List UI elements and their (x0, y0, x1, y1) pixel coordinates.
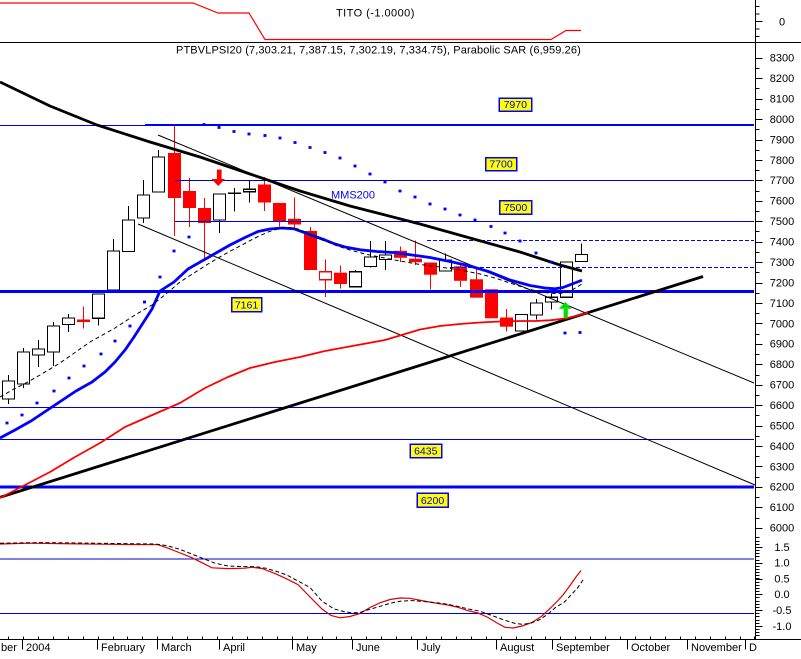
svg-text:2004: 2004 (26, 642, 50, 654)
svg-text:7900: 7900 (770, 134, 794, 146)
svg-text:6600: 6600 (770, 400, 794, 412)
svg-text:0.0: 0.0 (774, 589, 789, 601)
svg-text:6500: 6500 (770, 420, 794, 432)
svg-text:6400: 6400 (770, 441, 794, 453)
svg-text:6900: 6900 (770, 339, 794, 351)
svg-text:0.5: 0.5 (774, 573, 789, 585)
svg-text:7800: 7800 (770, 155, 794, 167)
svg-text:7970: 7970 (504, 99, 528, 111)
svg-text:D: D (749, 642, 757, 654)
svg-text:July: July (421, 642, 441, 654)
svg-text:ber: ber (1, 642, 17, 654)
svg-text:7300: 7300 (770, 257, 794, 269)
svg-text:October: October (631, 642, 670, 654)
svg-text:6200: 6200 (770, 482, 794, 494)
svg-text:7200: 7200 (770, 277, 794, 289)
svg-text:6300: 6300 (770, 461, 794, 473)
svg-text:7000: 7000 (770, 318, 794, 330)
svg-text:0: 0 (779, 16, 785, 28)
svg-text:-0.5: -0.5 (773, 605, 792, 617)
svg-text:November: November (691, 642, 742, 654)
svg-text:7700: 7700 (770, 175, 794, 187)
svg-text:7500: 7500 (504, 202, 528, 214)
svg-text:1.5: 1.5 (774, 542, 789, 554)
svg-text:8100: 8100 (770, 93, 794, 105)
svg-text:6800: 6800 (770, 359, 794, 371)
svg-text:6100: 6100 (770, 502, 794, 514)
svg-text:May: May (296, 642, 317, 654)
svg-text:7500: 7500 (770, 216, 794, 228)
svg-text:August: August (500, 642, 534, 654)
svg-text:PTBVLPSI20 (7,303.21, 7,387.15: PTBVLPSI20 (7,303.21, 7,387.15, 7,302.19… (176, 45, 581, 57)
svg-text:7161: 7161 (235, 300, 259, 312)
svg-text:8300: 8300 (770, 53, 794, 65)
svg-text:8200: 8200 (770, 73, 794, 85)
svg-text:7600: 7600 (770, 196, 794, 208)
svg-text:March: March (161, 642, 192, 654)
svg-text:April: April (223, 642, 245, 654)
svg-text:7100: 7100 (770, 298, 794, 310)
svg-text:MMS200: MMS200 (331, 190, 375, 202)
svg-text:6200: 6200 (421, 495, 445, 507)
svg-text:8000: 8000 (770, 114, 794, 126)
svg-text:1.0: 1.0 (774, 558, 789, 570)
svg-text:February: February (101, 642, 146, 654)
svg-text:-1.0: -1.0 (773, 621, 792, 633)
svg-text:7700: 7700 (489, 159, 513, 171)
svg-text:TITO (-1.0000): TITO (-1.0000) (336, 8, 415, 20)
svg-text:6435: 6435 (414, 446, 438, 458)
svg-text:September: September (556, 642, 610, 654)
svg-text:June: June (356, 642, 380, 654)
svg-text:6700: 6700 (770, 380, 794, 392)
svg-text:7400: 7400 (770, 237, 794, 249)
svg-text:6000: 6000 (770, 523, 794, 535)
